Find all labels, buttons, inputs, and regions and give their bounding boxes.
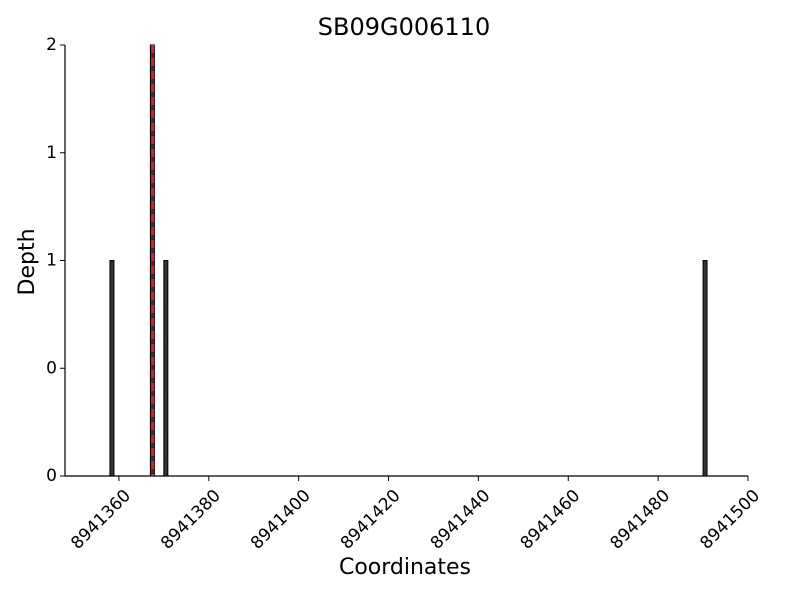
x-axis-label: Coordinates [339, 555, 471, 580]
x-tick-label: 8941500 [696, 486, 764, 554]
x-tick-label: 8941380 [157, 486, 225, 554]
y-tick-label: 0 [46, 466, 57, 486]
chart-title: SB09G006110 [318, 13, 490, 41]
x-tick-label: 8941420 [337, 486, 405, 554]
bar [702, 260, 708, 477]
x-tick-label: 8941480 [606, 486, 674, 554]
bar [163, 260, 169, 477]
y-tick-label: 0 [46, 358, 57, 378]
bar [109, 260, 115, 477]
x-tick-label: 8941460 [517, 486, 585, 554]
x-tick-label: 8941440 [427, 486, 495, 554]
x-tick-label: 8941360 [67, 486, 135, 554]
y-tick-label: 2 [46, 35, 57, 55]
y-tick-label: 1 [46, 143, 57, 163]
x-tick-label: 8941400 [247, 486, 315, 554]
y-tick-label: 1 [46, 251, 57, 271]
y-axis-label: Depth [15, 228, 40, 295]
